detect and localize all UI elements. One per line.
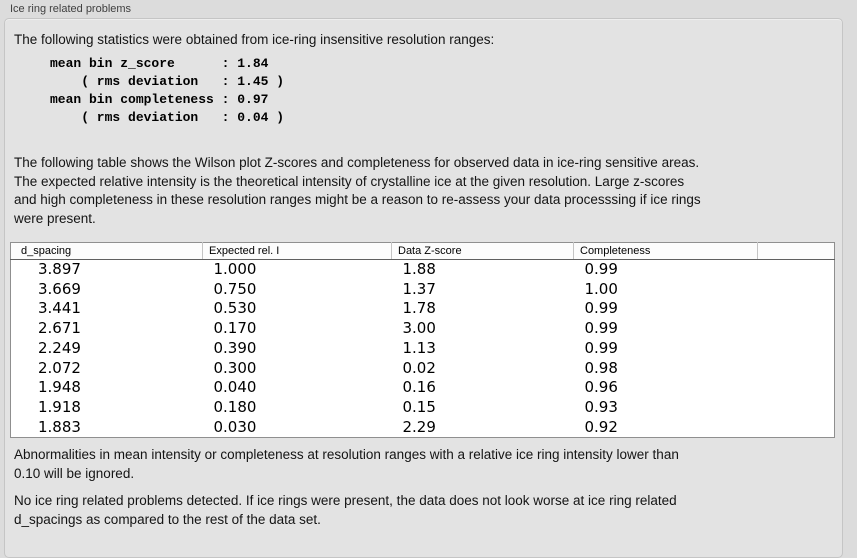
stats-line: mean bin completeness : 0.97: [50, 92, 269, 107]
table-description: The following table shows the Wilson plo…: [14, 154, 830, 228]
table-cell: 0.750: [213, 279, 257, 298]
table-body: 3.897 1.000 1.88 0.99 3.669 0.750 1.37 1.00 3.44…: [11, 260, 835, 438]
table-row[interactable]: 3.441 0.530 1.78 0.99: [11, 299, 835, 319]
description-line: The expected relative intensity is the t…: [14, 173, 685, 189]
table-cell: 0.93: [584, 397, 618, 416]
table-cell: 1.37: [402, 279, 436, 298]
table-cell: 2.072: [38, 358, 81, 377]
table-cell-filler: [758, 280, 835, 300]
table-cell-filler: [758, 418, 835, 438]
table-cell: 0.92: [584, 417, 618, 436]
table-cell: 0.030: [213, 417, 257, 436]
table-cell: 3.897: [38, 260, 81, 278]
table-row[interactable]: 2.249 0.390 1.13 0.99: [11, 339, 835, 359]
table-cell: 0.99: [584, 319, 618, 338]
table-row[interactable]: 2.671 0.170 3.00 0.99: [11, 319, 835, 339]
table-cell-filler: [758, 260, 835, 280]
table-cell: 1.88: [402, 260, 436, 278]
table-row[interactable]: 1.918 0.180 0.15 0.93: [11, 398, 835, 418]
column-header-filler: [757, 242, 835, 260]
description-line: were present.: [14, 210, 96, 226]
ice-ring-table[interactable]: d_spacing Expected rel. I Data Z-score C…: [10, 242, 835, 439]
intro-text: The following statistics were obtained f…: [14, 32, 495, 47]
table-cell: 1.918: [38, 397, 81, 416]
table-row[interactable]: 1.948 0.040 0.16 0.96: [11, 378, 835, 398]
table-cell-filler: [758, 339, 835, 359]
table-cell-filler: [758, 319, 835, 339]
table-cell: 0.16: [402, 378, 436, 397]
table-cell: 0.99: [584, 260, 618, 278]
conclusion-text: No ice ring related problems detected. I…: [14, 492, 830, 529]
column-header-data-z-score[interactable]: Data Z-score: [391, 242, 574, 260]
table-cell: 1.948: [38, 378, 81, 397]
description-line: and high completeness in these resolutio…: [14, 192, 701, 207]
table-cell: 1.13: [402, 338, 436, 357]
table-cell: 0.300: [213, 358, 257, 377]
table-row[interactable]: 3.669 0.750 1.37 1.00: [11, 280, 835, 300]
description-line: The following table shows the Wilson plo…: [14, 155, 700, 170]
column-header-expected-rel-i[interactable]: Expected rel. I: [202, 242, 392, 260]
table-cell: 1.883: [38, 417, 81, 436]
table-cell: 3.669: [38, 279, 81, 298]
table-cell-filler: [758, 299, 835, 319]
table-row[interactable]: 1.883 0.030 2.29 0.92: [11, 418, 835, 438]
table-row[interactable]: 3.897 1.000 1.88 0.99: [11, 260, 835, 280]
table-cell: 1.78: [402, 299, 436, 318]
stats-line: ( rms deviation : 1.45 ): [50, 74, 285, 89]
table-cell: 1.00: [584, 279, 618, 298]
stats-block: mean bin z_score : 1.84 ( rms deviation …: [50, 55, 842, 127]
ignore-note-line: Abnormalities in mean intensity or compl…: [14, 447, 679, 463]
column-header-d-spacing[interactable]: d_spacing: [10, 242, 203, 260]
stats-line: mean bin z_score : 1.84: [50, 56, 269, 71]
conclusion-line: No ice ring related problems detected. I…: [14, 493, 677, 509]
table-cell: 0.390: [213, 338, 257, 357]
ignore-note-line: 0.10 will be ignored.: [14, 465, 135, 481]
table-cell: 0.180: [213, 397, 257, 416]
conclusion-line: d_spacings as compared to the rest of th…: [14, 511, 321, 527]
table-cell-filler: [758, 359, 835, 379]
table-cell: 3.00: [402, 319, 436, 338]
table-cell: 0.170: [213, 319, 257, 338]
table-cell: 0.02: [402, 358, 436, 377]
ignore-note: Abnormalities in mean intensity or compl…: [14, 446, 830, 483]
table-cell: 3.441: [38, 299, 81, 318]
ice-ring-groupbox: The following statistics were obtained f…: [4, 18, 843, 558]
table-cell: 1.000: [213, 260, 257, 278]
table-row[interactable]: 2.072 0.300 0.02 0.98: [11, 359, 835, 379]
table-cell: 0.15: [402, 397, 436, 416]
table-cell: 0.98: [584, 358, 618, 377]
table-header: d_spacing Expected rel. I Data Z-score C…: [10, 242, 835, 260]
stats-line: ( rms deviation : 0.04 ): [50, 110, 285, 125]
table-cell: 0.96: [584, 378, 618, 397]
table-cell: 0.530: [213, 299, 257, 318]
ice-ring-panel-page: { "panel": { "title": "Ice ring related …: [4, 3, 843, 558]
table-cell: 2.249: [38, 338, 81, 357]
table-cell: 0.99: [584, 299, 618, 318]
table-cell-filler: [758, 398, 835, 418]
column-header-completeness[interactable]: Completeness: [573, 242, 758, 260]
table-cell: 0.040: [213, 378, 257, 397]
table-cell: 2.671: [38, 319, 81, 338]
table-cell: 0.99: [584, 338, 618, 357]
table-cell-filler: [758, 378, 835, 398]
groupbox-title: Ice ring related problems: [10, 3, 132, 15]
table-cell: 2.29: [402, 417, 436, 436]
